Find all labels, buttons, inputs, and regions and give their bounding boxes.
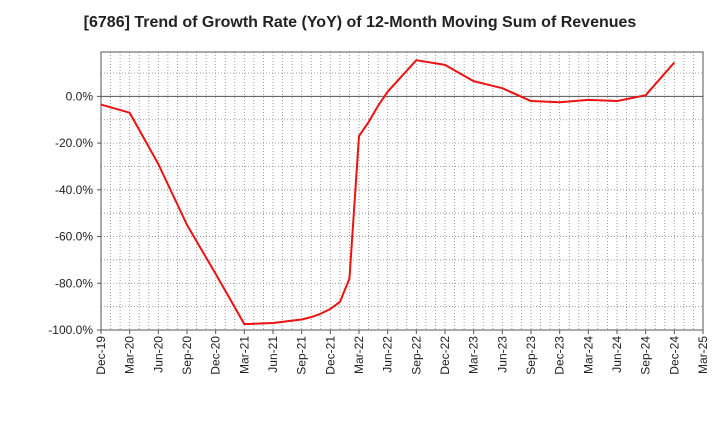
x-tick-label: Dec-20 <box>209 336 223 375</box>
x-tick-label: Jun-20 <box>151 336 165 373</box>
y-tick-label: -80.0% <box>55 276 93 290</box>
x-tick-label: Mar-20 <box>123 336 137 374</box>
plot-frame <box>100 51 704 331</box>
chart-title: [6786] Trend of Growth Rate (YoY) of 12-… <box>83 14 637 31</box>
x-tick-label: Jun-23 <box>495 336 509 373</box>
x-tick-label: Dec-23 <box>553 336 567 375</box>
x-tick-label: Sep-20 <box>180 336 194 375</box>
x-tick-label: Sep-21 <box>295 336 309 375</box>
y-tick-label: -40.0% <box>55 183 93 197</box>
axes <box>97 51 704 334</box>
x-tick-label: Jun-24 <box>610 336 624 373</box>
x-tick-label: Dec-24 <box>667 336 681 375</box>
y-tick-labels: 0.0% -20.0% -40.0% -60.0% -80.0% -100.0% <box>48 89 93 337</box>
x-tick-label: Mar-21 <box>237 336 251 374</box>
series-line <box>100 59 676 326</box>
x-tick-label: Jun-22 <box>381 336 395 373</box>
grid-lines <box>101 52 703 330</box>
x-tick-label: Jun-21 <box>266 336 280 373</box>
x-tick-label: Mar-25 <box>696 336 710 374</box>
x-tick-labels: Dec-19 Mar-20 Jun-20 Sep-20 Dec-20 Mar-21 Jun-… <box>94 336 710 375</box>
x-tick-label: Dec-19 <box>94 336 108 375</box>
y-tick-label: -100.0% <box>48 323 93 337</box>
x-tick-label: Sep-23 <box>524 336 538 375</box>
series-lines <box>100 59 676 326</box>
x-tick-label: Dec-21 <box>323 336 337 375</box>
x-tick-label: Mar-22 <box>352 336 366 374</box>
y-tick-label: -60.0% <box>55 230 93 244</box>
x-tick-label: Sep-22 <box>409 336 423 375</box>
y-tick-label: -20.0% <box>55 136 93 150</box>
x-tick-label: Mar-24 <box>581 336 595 374</box>
x-tick-label: Dec-22 <box>438 336 452 375</box>
x-tick-label: Sep-24 <box>639 336 653 375</box>
x-tick-label: Mar-23 <box>467 336 481 374</box>
y-tick-label: 0.0% <box>66 89 94 103</box>
